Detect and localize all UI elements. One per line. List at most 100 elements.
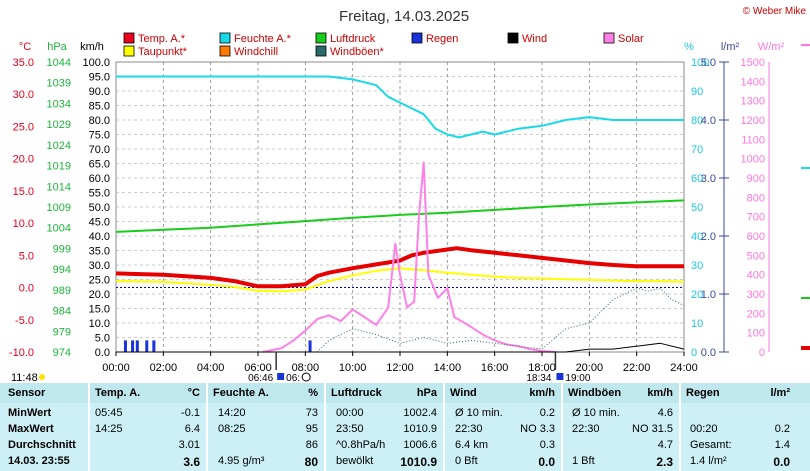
kmh-tick-label: 20.0 <box>89 289 110 301</box>
series-line-feuchte-a <box>116 75 684 139</box>
header-humidity-unit: % <box>308 387 318 399</box>
legend-label: Solar <box>618 33 644 45</box>
stats-cell-time: 22:30 <box>572 423 600 435</box>
chart-series <box>115 75 685 353</box>
rain-tick-label: 1.0 <box>701 289 716 301</box>
x-tick-label: 24:00 <box>670 362 698 374</box>
rain-bar <box>308 340 312 352</box>
stats-cell-time: 05:45 <box>95 407 123 419</box>
kmh-tick-label: 75.0 <box>89 130 110 142</box>
header-gust: Windböen <box>568 387 622 399</box>
legend-label: Luftdruck <box>330 33 376 45</box>
kmh-tick-label: 55.0 <box>89 188 110 200</box>
header-humidity: Feuchte A. <box>213 387 269 399</box>
header-sensor: Sensor <box>8 387 46 399</box>
stats-cell-value: 0.0 <box>773 455 790 469</box>
solar-tick-label: 900 <box>747 173 765 185</box>
header-wind-unit: km/h <box>529 387 555 399</box>
header-pressure: Luftdruck <box>331 387 382 399</box>
series-line-luftdruck <box>115 199 685 233</box>
rain-bar <box>135 340 139 352</box>
stats-cell-time: 00:00 <box>336 407 364 419</box>
temp-tick-label: 0.0 <box>19 283 34 295</box>
stats-cell-value: 80 <box>304 455 318 469</box>
stats-cell-time: 14:25 <box>95 423 123 435</box>
header-gust-unit: km/h <box>647 387 673 399</box>
stats-cell-value: 1.4 <box>774 439 790 451</box>
x-tick-label: 08:00 <box>292 362 320 374</box>
hpa-tick-label: 1014 <box>47 181 71 193</box>
temp-tick-label: 15.0 <box>13 186 34 198</box>
column-separator <box>206 383 208 471</box>
stats-cell-time: bewölkt <box>336 455 374 467</box>
stats-cell-value: 6.4 <box>184 423 200 435</box>
marker-time-label: 11:48 <box>11 372 38 383</box>
x-tick-label: 20:00 <box>576 362 604 374</box>
humidity-tick-label: 50 <box>691 202 703 214</box>
hpa-tick-label: 989 <box>53 285 71 297</box>
x-tick-label: 14:00 <box>434 362 462 374</box>
stats-cell-time: 1 Bft <box>572 455 595 467</box>
column-separator <box>88 383 90 471</box>
humidity-tick-label: 40 <box>691 231 703 243</box>
temp-tick-label: -5.0 <box>15 315 34 327</box>
axis-unit-rain: l/m² <box>721 41 740 53</box>
series-line-taupunkt <box>115 267 685 293</box>
kmh-tick-label: 30.0 <box>89 260 110 272</box>
kmh-tick-label: 35.0 <box>89 246 110 258</box>
hpa-tick-label: 1044 <box>47 57 71 69</box>
rain-bar <box>145 340 149 352</box>
chart-title: Freitag, 14.03.2025 <box>339 8 469 25</box>
temp-tick-label: -10.0 <box>9 347 34 359</box>
kmh-tick-label: 80.0 <box>89 115 110 127</box>
legend-swatch <box>315 45 327 57</box>
header-rain: Regen <box>686 387 720 399</box>
legend-swatch <box>123 45 135 57</box>
rain-tick-label: 0.0 <box>701 347 716 359</box>
legend-label: Feuchte A.* <box>234 33 292 45</box>
hpa-tick-label: 1019 <box>47 161 71 173</box>
stats-cell-direction: NO 3.3 <box>520 423 555 435</box>
solar-tick-label: 800 <box>747 192 765 204</box>
solar-tick-label: 1400 <box>741 76 765 88</box>
axis-unit-temp_c: °C <box>19 41 31 53</box>
solar-tick-label: 1200 <box>741 115 765 127</box>
humidity-tick-label: 80 <box>691 115 703 127</box>
stats-cell-value: 1006.6 <box>403 439 437 451</box>
series-line-wind <box>116 342 685 353</box>
x-tick-label: 02:00 <box>150 362 178 374</box>
stats-row-label: Durchschnitt <box>8 439 76 451</box>
axis-unit-kmh: km/h <box>80 41 104 53</box>
solar-tick-label: 1100 <box>741 134 765 146</box>
sun-times: 06:46 06: 18:34 19:00 <box>248 352 591 383</box>
chart-grid <box>115 61 685 353</box>
kmh-tick-label: 60.0 <box>89 173 110 185</box>
kmh-tick-label: 50.0 <box>89 202 110 214</box>
legend-swatch <box>411 32 423 44</box>
column-separator <box>561 383 563 471</box>
axis-unit-hpa: hPa <box>47 41 67 53</box>
stats-cell-value: 73 <box>305 407 318 419</box>
solar-tick-label: 200 <box>747 308 765 320</box>
x-tick-label: 12:00 <box>386 362 414 374</box>
kmh-tick-label: 25.0 <box>89 275 110 287</box>
stats-cell-time: 23:50 <box>336 423 364 435</box>
hpa-tick-label: 1009 <box>47 202 71 214</box>
temp-tick-label: 20.0 <box>13 154 34 166</box>
stats-cell-time: 0 Bft <box>455 455 478 467</box>
sunrise-time-label: 06:46 <box>248 373 273 383</box>
kmh-tick-label: 85.0 <box>89 101 110 113</box>
stats-cell-time: 4.95 g/m³ <box>218 455 265 467</box>
kmh-tick-label: 5.0 <box>95 333 110 345</box>
stats-cell-time: Gesamt: <box>690 439 732 451</box>
sunset-time-label: 18:34 <box>526 373 551 383</box>
solar-tick-label: 600 <box>747 231 765 243</box>
stats-cell-direction: NO 31.5 <box>632 423 673 435</box>
stats-cell-value: 2.3 <box>656 455 673 469</box>
stats-cell-value: 95 <box>305 423 318 435</box>
axis-unit-solar: W/m² <box>758 41 785 53</box>
stats-row-label: 14.03. 23:55 <box>8 455 70 467</box>
axis-unit-humidity: % <box>684 41 694 53</box>
solar-tick-label: 700 <box>747 212 765 224</box>
kmh-tick-label: 45.0 <box>89 217 110 229</box>
